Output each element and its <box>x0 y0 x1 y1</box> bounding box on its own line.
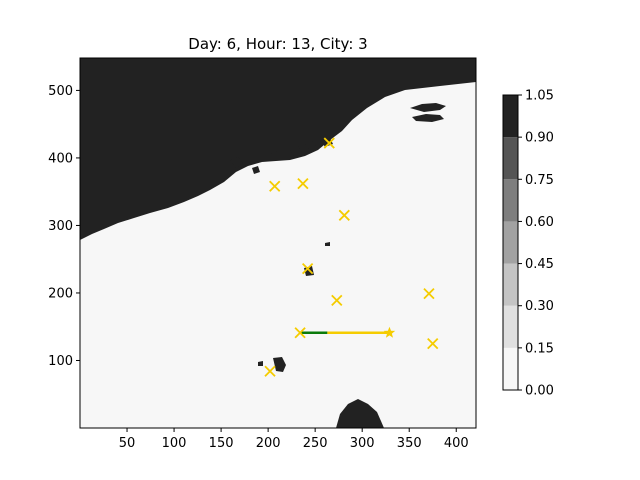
city-marker-stroke <box>297 177 309 190</box>
city-marker-stroke <box>323 137 335 149</box>
colorbar-level <box>503 179 518 222</box>
city-markers <box>264 137 439 377</box>
small-islet-1 <box>325 242 330 246</box>
current-position-star <box>383 326 396 338</box>
colorbar-tick-label: 0.30 <box>525 299 554 314</box>
city-marker-stroke <box>269 180 281 192</box>
city-marker-stroke <box>427 337 439 350</box>
x-tick-label: 200 <box>256 436 281 451</box>
colorbar-tick-label: 0.90 <box>525 131 554 146</box>
colorbar-tick-label: 0.60 <box>525 215 554 230</box>
y-tick-label: 500 <box>48 84 73 99</box>
colorbar-tick-label: 1.05 <box>525 89 554 104</box>
colorbar-tick-label: 0.15 <box>525 341 554 356</box>
east-island-lower <box>412 114 444 122</box>
x-tick-label: 300 <box>350 436 375 451</box>
east-island-upper <box>410 103 446 112</box>
x-tick-label: 400 <box>444 436 469 451</box>
south-islands <box>258 357 286 372</box>
colorbar-level <box>503 263 518 306</box>
x-tick-label: 100 <box>162 436 187 451</box>
colorbar-level <box>503 137 518 180</box>
map-plot-area <box>79 57 477 429</box>
plot-frame <box>79 57 477 429</box>
x-axis: 50 100 150 200 250 300 350 400 <box>119 428 469 451</box>
colorbar-tick-label: 0.75 <box>525 173 554 188</box>
colorbar: 0.00 0.15 0.30 0.45 0.60 0.75 0.90 1.05 <box>502 89 554 399</box>
colorbar-level <box>503 221 518 264</box>
city-marker <box>331 294 343 307</box>
city-marker <box>323 137 335 149</box>
city-marker <box>294 327 306 339</box>
colorbar-tick-label: 0.00 <box>525 384 554 399</box>
city-marker <box>297 177 309 190</box>
x-tick-label: 50 <box>119 436 136 451</box>
city-marker <box>423 288 435 300</box>
x-tick-label: 250 <box>303 436 328 451</box>
northwest-landmass <box>80 58 476 240</box>
city-marker-stroke <box>423 288 435 300</box>
y-tick-label: 400 <box>48 151 73 166</box>
colorbar-tick-label: 0.45 <box>525 257 554 272</box>
city-marker-stroke <box>338 209 350 221</box>
y-axis: 100 200 300 400 500 <box>48 84 80 369</box>
city-marker <box>301 263 314 275</box>
y-tick-label: 300 <box>48 219 73 234</box>
colorbar-level <box>503 95 518 138</box>
colorbar-frame <box>502 94 519 391</box>
y-tick-label: 200 <box>48 286 73 301</box>
southeast-landmass <box>336 399 384 428</box>
city-marker-stroke <box>331 294 343 307</box>
city-marker <box>269 180 281 192</box>
city-marker-stroke <box>301 263 314 275</box>
city-marker-stroke <box>264 365 276 377</box>
colorbar-level <box>503 305 518 348</box>
city-marker-stroke <box>294 327 306 339</box>
chart-title: Day: 6, Hour: 13, City: 3 <box>188 35 367 53</box>
city-marker <box>427 337 439 350</box>
colorbar-level <box>503 347 518 390</box>
city-marker <box>264 365 276 377</box>
x-tick-label: 350 <box>397 436 422 451</box>
x-tick-label: 150 <box>209 436 234 451</box>
city-marker <box>338 209 350 221</box>
y-tick-label: 100 <box>48 354 73 369</box>
